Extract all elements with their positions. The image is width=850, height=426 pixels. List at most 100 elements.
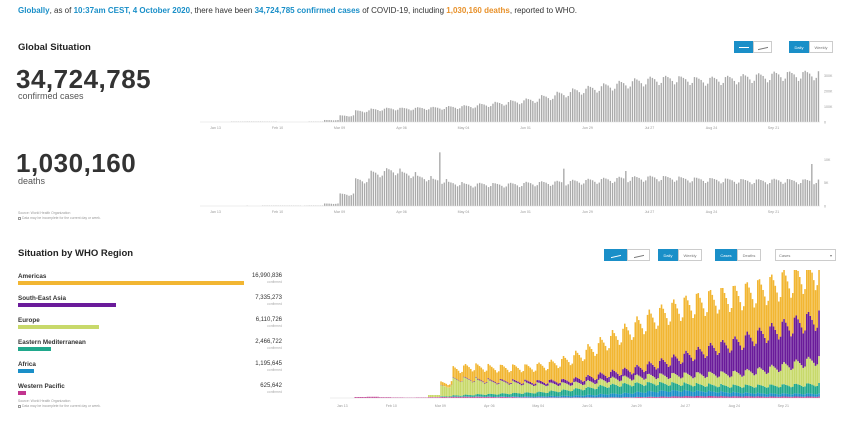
stack-segment bbox=[687, 373, 689, 384]
bar bbox=[436, 107, 439, 122]
stack-segment bbox=[510, 397, 512, 398]
stack-segment bbox=[765, 305, 768, 343]
bar bbox=[397, 109, 399, 122]
region-row[interactable]: Americas 16,990,836 confirmed bbox=[18, 273, 282, 293]
bar bbox=[629, 86, 631, 122]
bar bbox=[337, 203, 339, 206]
stack-segment bbox=[449, 397, 451, 398]
stack-segment bbox=[687, 383, 689, 391]
stack-segment bbox=[515, 396, 518, 398]
bar bbox=[689, 182, 691, 206]
stack-segment bbox=[659, 307, 661, 361]
region-bar-chart-button[interactable] bbox=[604, 249, 627, 261]
stack-segment bbox=[753, 346, 756, 376]
bar bbox=[682, 178, 685, 206]
stack-segment bbox=[688, 355, 691, 375]
bar bbox=[507, 102, 510, 122]
stack-segment bbox=[778, 396, 780, 398]
bar bbox=[596, 92, 598, 122]
stack-segment bbox=[492, 381, 495, 383]
bar bbox=[386, 107, 388, 122]
stack-segment bbox=[513, 379, 516, 382]
bar bbox=[476, 183, 479, 206]
stack-segment bbox=[632, 379, 635, 386]
bar bbox=[443, 108, 445, 122]
region-daily-button[interactable]: Daily bbox=[658, 249, 678, 261]
stack-segment bbox=[709, 396, 712, 398]
region-metric-select[interactable]: Cases ▾ bbox=[775, 249, 836, 261]
stack-segment bbox=[646, 364, 649, 375]
bar bbox=[359, 110, 361, 122]
bar-chart-button[interactable] bbox=[734, 41, 753, 53]
stack-segment bbox=[482, 381, 484, 383]
stack-segment bbox=[466, 396, 469, 398]
stack-segment bbox=[445, 397, 448, 398]
region-row[interactable]: South-East Asia 7,335,273 confirmed bbox=[18, 295, 282, 315]
stack-segment bbox=[652, 396, 654, 398]
region-row[interactable]: Europe 6,110,726 confirmed bbox=[18, 317, 282, 337]
stack-segment bbox=[517, 383, 519, 394]
stack-segment bbox=[786, 396, 789, 398]
region-source-note: Source: World Health Organization Data m… bbox=[18, 399, 101, 409]
bar bbox=[467, 184, 470, 206]
bar bbox=[576, 90, 578, 122]
stack-segment bbox=[519, 393, 521, 397]
stack-segment bbox=[354, 397, 357, 398]
bar bbox=[715, 179, 718, 206]
stack-segment bbox=[501, 393, 504, 397]
region-row[interactable]: Eastern Mediterranean 2,466,722 confirmed bbox=[18, 339, 282, 359]
stack-segment bbox=[573, 378, 575, 383]
bar bbox=[700, 79, 702, 122]
line-chart-button[interactable] bbox=[753, 41, 772, 53]
stack-segment bbox=[706, 386, 708, 393]
stack-segment bbox=[804, 386, 806, 395]
region-line-chart-button[interactable] bbox=[627, 249, 650, 261]
stack-segment bbox=[505, 381, 507, 383]
region-value-sub: confirmed bbox=[267, 390, 282, 394]
bar bbox=[476, 105, 479, 122]
stack-segment bbox=[599, 372, 602, 379]
bar bbox=[718, 181, 720, 206]
stack-segment bbox=[681, 385, 684, 392]
bar bbox=[352, 193, 355, 206]
stack-segment bbox=[478, 380, 481, 395]
stack-segment bbox=[575, 397, 577, 398]
bar bbox=[698, 78, 700, 122]
region-weekly-button[interactable]: Weekly bbox=[678, 249, 702, 261]
stack-segment bbox=[568, 362, 570, 382]
stack-segment bbox=[662, 359, 665, 375]
bar bbox=[326, 120, 328, 122]
stack-segment bbox=[813, 280, 815, 325]
bar bbox=[576, 181, 578, 206]
stack-segment bbox=[655, 385, 658, 393]
bar bbox=[355, 178, 357, 206]
region-cases-button[interactable]: Cases bbox=[715, 249, 737, 261]
stack-segment bbox=[506, 396, 509, 398]
global-weekly-button[interactable]: Weekly bbox=[809, 41, 833, 53]
stack-segment bbox=[681, 396, 684, 398]
region-deaths-button[interactable]: Deaths bbox=[737, 249, 761, 261]
region-incomplete-checkbox-icon[interactable] bbox=[18, 404, 21, 408]
stack-segment bbox=[562, 395, 565, 398]
stack-segment bbox=[704, 386, 707, 393]
global-daily-button[interactable]: Daily bbox=[789, 41, 809, 53]
stack-segment bbox=[809, 383, 812, 394]
stack-segment bbox=[501, 365, 504, 380]
region-row[interactable]: Africa 1,195,645 confirmed bbox=[18, 361, 282, 381]
x-tick-label: Mar 09 bbox=[435, 404, 446, 408]
stack-segment bbox=[461, 396, 463, 398]
stack-segment bbox=[688, 396, 691, 398]
stack-segment bbox=[372, 396, 374, 398]
stack-segment bbox=[590, 381, 593, 388]
stack-segment bbox=[587, 397, 589, 398]
stack-segment bbox=[491, 396, 493, 397]
stack-segment bbox=[762, 370, 764, 386]
stack-segment bbox=[517, 397, 519, 398]
region-bar bbox=[18, 391, 27, 395]
stack-segment bbox=[531, 382, 533, 385]
incomplete-data-checkbox-icon[interactable] bbox=[18, 216, 21, 220]
stack-segment bbox=[799, 396, 801, 398]
region-row[interactable]: Western Pacific 625,642 confirmed bbox=[18, 383, 282, 403]
stack-segment bbox=[767, 372, 770, 388]
stack-segment bbox=[699, 396, 701, 398]
